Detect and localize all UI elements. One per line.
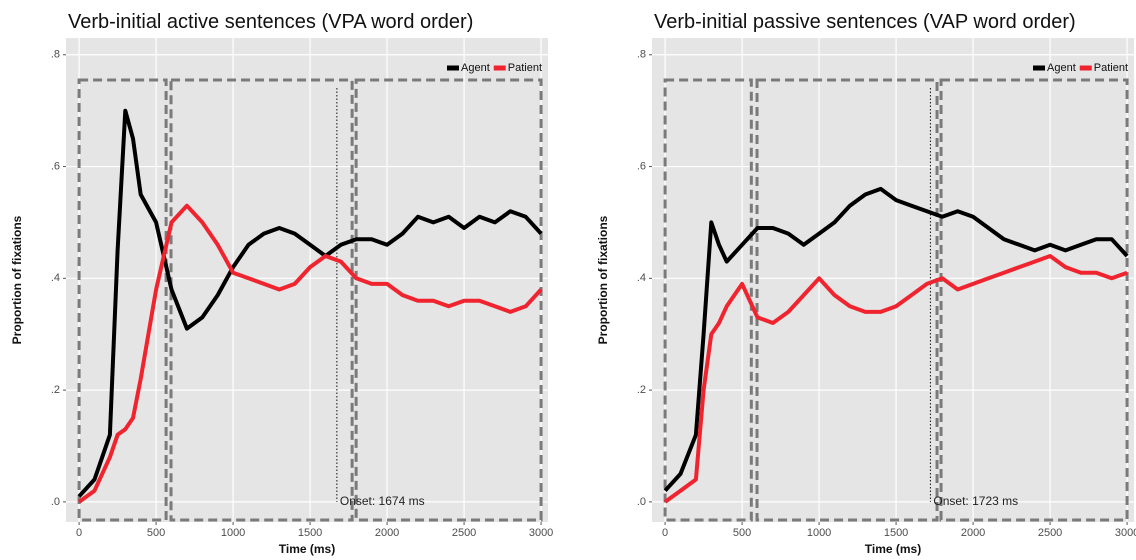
x-tick-label: 2000	[375, 527, 399, 539]
y-tick-label: .2	[637, 384, 646, 396]
time-window	[77, 78, 168, 522]
chart-title: Verb-initial passive sentences (VAP word…	[654, 11, 1076, 33]
legend-label: Patient	[1094, 62, 1128, 74]
y-axis-label: Proportion of fixations	[10, 215, 24, 344]
time-window	[755, 78, 939, 522]
x-axis-label: Time (ms)	[279, 542, 335, 556]
panel	[66, 38, 548, 522]
y-tick-label: .0	[51, 496, 60, 508]
legend-label: Patient	[508, 62, 542, 74]
y-tick-label: .0	[637, 496, 646, 508]
plot-background	[652, 38, 1134, 522]
x-tick-label: 1000	[221, 527, 245, 539]
y-tick-label: .6	[637, 160, 646, 172]
x-tick-label: 0	[76, 527, 82, 539]
legend-label: Agent	[1047, 62, 1076, 74]
y-axis-label: Proportion of fixations	[596, 215, 610, 344]
time-window	[354, 78, 543, 522]
onset-annotation: Onset: 1723 ms	[933, 494, 1018, 508]
x-tick-label: 500	[147, 527, 165, 539]
y-tick-label: .4	[51, 272, 60, 284]
y-tick-label: .2	[51, 384, 60, 396]
series-line	[663, 254, 1128, 504]
y-tick-label: .8	[637, 49, 646, 61]
x-tick-label: 1000	[807, 527, 831, 539]
x-tick-label: 500	[733, 527, 751, 539]
legend-label: Agent	[461, 62, 490, 74]
x-tick-label: 2500	[1038, 527, 1062, 539]
x-tick-label: 1500	[884, 527, 908, 539]
panel	[652, 38, 1134, 522]
onset-annotation: Onset: 1674 ms	[340, 494, 425, 508]
time-window	[169, 78, 354, 522]
series-line	[77, 108, 543, 498]
x-tick-label: 2000	[961, 527, 985, 539]
series-line	[663, 186, 1129, 493]
time-window	[939, 78, 1129, 522]
y-tick-label: .4	[637, 272, 646, 284]
y-tick-label: .6	[51, 160, 60, 172]
x-tick-label: 0	[662, 527, 668, 539]
chart-title: Verb-initial active sentences (VPA word …	[68, 11, 473, 33]
x-axis-label: Time (ms)	[865, 542, 921, 556]
x-tick-label: 3000	[529, 527, 553, 539]
plot-background	[66, 38, 548, 522]
time-window	[663, 78, 753, 522]
x-tick-label: 3000	[1115, 527, 1136, 539]
series-line	[77, 203, 543, 504]
x-tick-label: 2500	[452, 527, 476, 539]
y-tick-label: .8	[51, 49, 60, 61]
x-tick-label: 1500	[298, 527, 322, 539]
